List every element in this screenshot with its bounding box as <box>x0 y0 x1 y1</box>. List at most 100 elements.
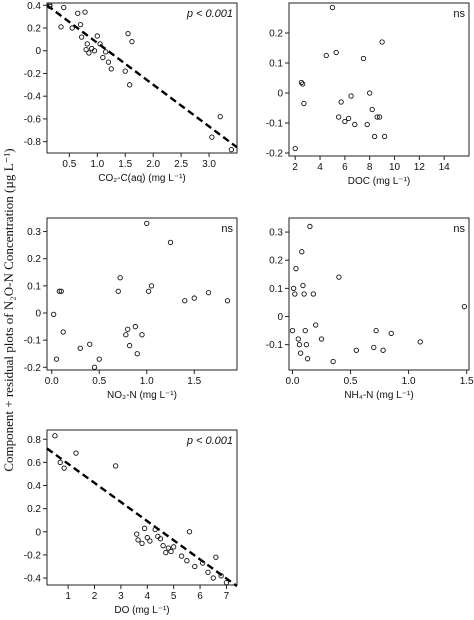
data-point <box>307 223 313 230</box>
data-point <box>165 545 172 551</box>
y-tick-label: -0.2 <box>24 550 42 561</box>
x-tick-label: 2 <box>92 591 98 602</box>
data-point <box>301 291 307 297</box>
y-tick-label: 0.8 <box>27 435 41 446</box>
data-point <box>300 282 306 289</box>
data-point <box>57 459 63 466</box>
y-tick-label: 0.2 <box>269 256 283 267</box>
panel-top-right: 2 4 6 8 10 12 14 0.2 0.1 0 -0.1 -0.2 DOC (mg L⁻¹) ns <box>266 2 470 187</box>
data-point <box>61 4 67 11</box>
data-point <box>144 534 150 541</box>
significance-label: p < 0.001 <box>186 8 233 20</box>
data-point <box>60 329 66 335</box>
x-tick-label: 3 <box>118 591 124 602</box>
data-point <box>292 291 298 297</box>
data-point <box>345 115 352 122</box>
y-tick-label: -0.4 <box>24 92 42 103</box>
data-point <box>417 339 423 345</box>
x-tick-label: 2.0 <box>146 159 160 170</box>
x-tick-label: 6 <box>197 591 203 602</box>
data-point <box>171 544 177 550</box>
x-tick-label: 6 <box>342 162 348 173</box>
data-point <box>210 575 216 581</box>
data-point <box>461 304 468 310</box>
y-axis-label: Component + residual plots of N₂O-N Conc… <box>1 148 16 471</box>
data-point <box>134 531 140 537</box>
y-tick-label: 0.1 <box>27 281 41 292</box>
panel-bottom-left: 1 2 3 4 5 6 7 0.8 0.6 0.4 0.2 0 -0.2 -0.4 DO (mg L⁻¹) p… <box>24 429 238 616</box>
data-point <box>135 537 141 543</box>
data-point <box>47 3 53 10</box>
data-point <box>58 288 64 294</box>
x-tick-label: 5 <box>171 591 177 602</box>
data-point <box>147 538 153 544</box>
data-point <box>157 536 164 542</box>
significance-label: ns <box>453 8 465 20</box>
data-point <box>302 327 308 334</box>
data-point <box>129 38 135 45</box>
data-point <box>289 327 296 334</box>
data-point <box>218 573 224 579</box>
data-point <box>86 50 92 56</box>
data-point <box>152 526 158 533</box>
panel-middle-right: 0.0 0.5 1.0 1.5 0.3 0.2 0.1 0 -0.1 NH₄-N (mg L⁻¹)… <box>266 217 474 401</box>
data-point <box>224 298 231 304</box>
data-point <box>61 465 67 471</box>
y-tick-label: 0 <box>277 89 283 100</box>
x-tick-label: 7 <box>224 591 230 602</box>
data-point <box>379 39 385 45</box>
data-point <box>73 450 79 456</box>
data-point <box>52 433 58 439</box>
x-axis-label: DOC (mg L⁻¹) <box>348 176 411 187</box>
data-point <box>163 549 169 556</box>
data-point <box>338 99 344 105</box>
data-point <box>380 347 386 353</box>
data-point <box>376 114 383 120</box>
data-point <box>295 336 301 342</box>
plot-frame <box>46 429 238 586</box>
data-point <box>96 356 102 362</box>
data-point <box>77 345 83 351</box>
y-tick-label: -0.1 <box>24 336 42 347</box>
data-point <box>91 48 98 54</box>
data-point <box>144 220 150 227</box>
data-point <box>299 249 305 255</box>
data-point <box>217 113 223 120</box>
regression-line <box>46 4 238 149</box>
x-tick-label: 0.0 <box>45 376 59 387</box>
data-point <box>103 49 109 55</box>
data-point <box>115 288 121 294</box>
data-point <box>97 41 103 47</box>
data-point <box>300 81 306 87</box>
data-point <box>367 90 373 96</box>
y-tick-label: -0.6 <box>24 114 42 125</box>
data-point <box>310 291 317 297</box>
panel-middle-left: 0.0 0.5 1.0 1.5 0.3 0.2 0.1 0 -0.1 -0.2 NO₃-N (mg … <box>24 217 238 401</box>
data-point <box>192 563 198 570</box>
data-point <box>342 118 348 125</box>
data-point <box>178 553 185 559</box>
data-point <box>182 298 188 304</box>
x-tick-label: 2.5 <box>174 159 188 170</box>
data-point <box>371 344 377 351</box>
data-point <box>336 114 342 120</box>
data-point <box>126 342 133 349</box>
x-axis-label: CO₂-C(aq) (mg L⁻¹) <box>98 173 186 184</box>
data-point <box>51 311 57 318</box>
data-point <box>364 121 370 128</box>
data-point <box>91 364 98 370</box>
data-point <box>84 41 90 47</box>
y-tick-label: 0.6 <box>27 458 41 469</box>
y-tick-label: 0 <box>35 309 41 320</box>
data-point <box>360 55 367 62</box>
data-point <box>329 4 336 11</box>
x-tick-label: 10 <box>389 162 401 173</box>
data-point <box>78 34 85 40</box>
data-point <box>141 525 148 531</box>
data-point <box>94 33 100 39</box>
data-point <box>374 114 380 120</box>
data-point <box>83 46 89 53</box>
y-tick-label: 0.2 <box>27 504 41 515</box>
x-tick-label: 0.5 <box>62 159 76 170</box>
